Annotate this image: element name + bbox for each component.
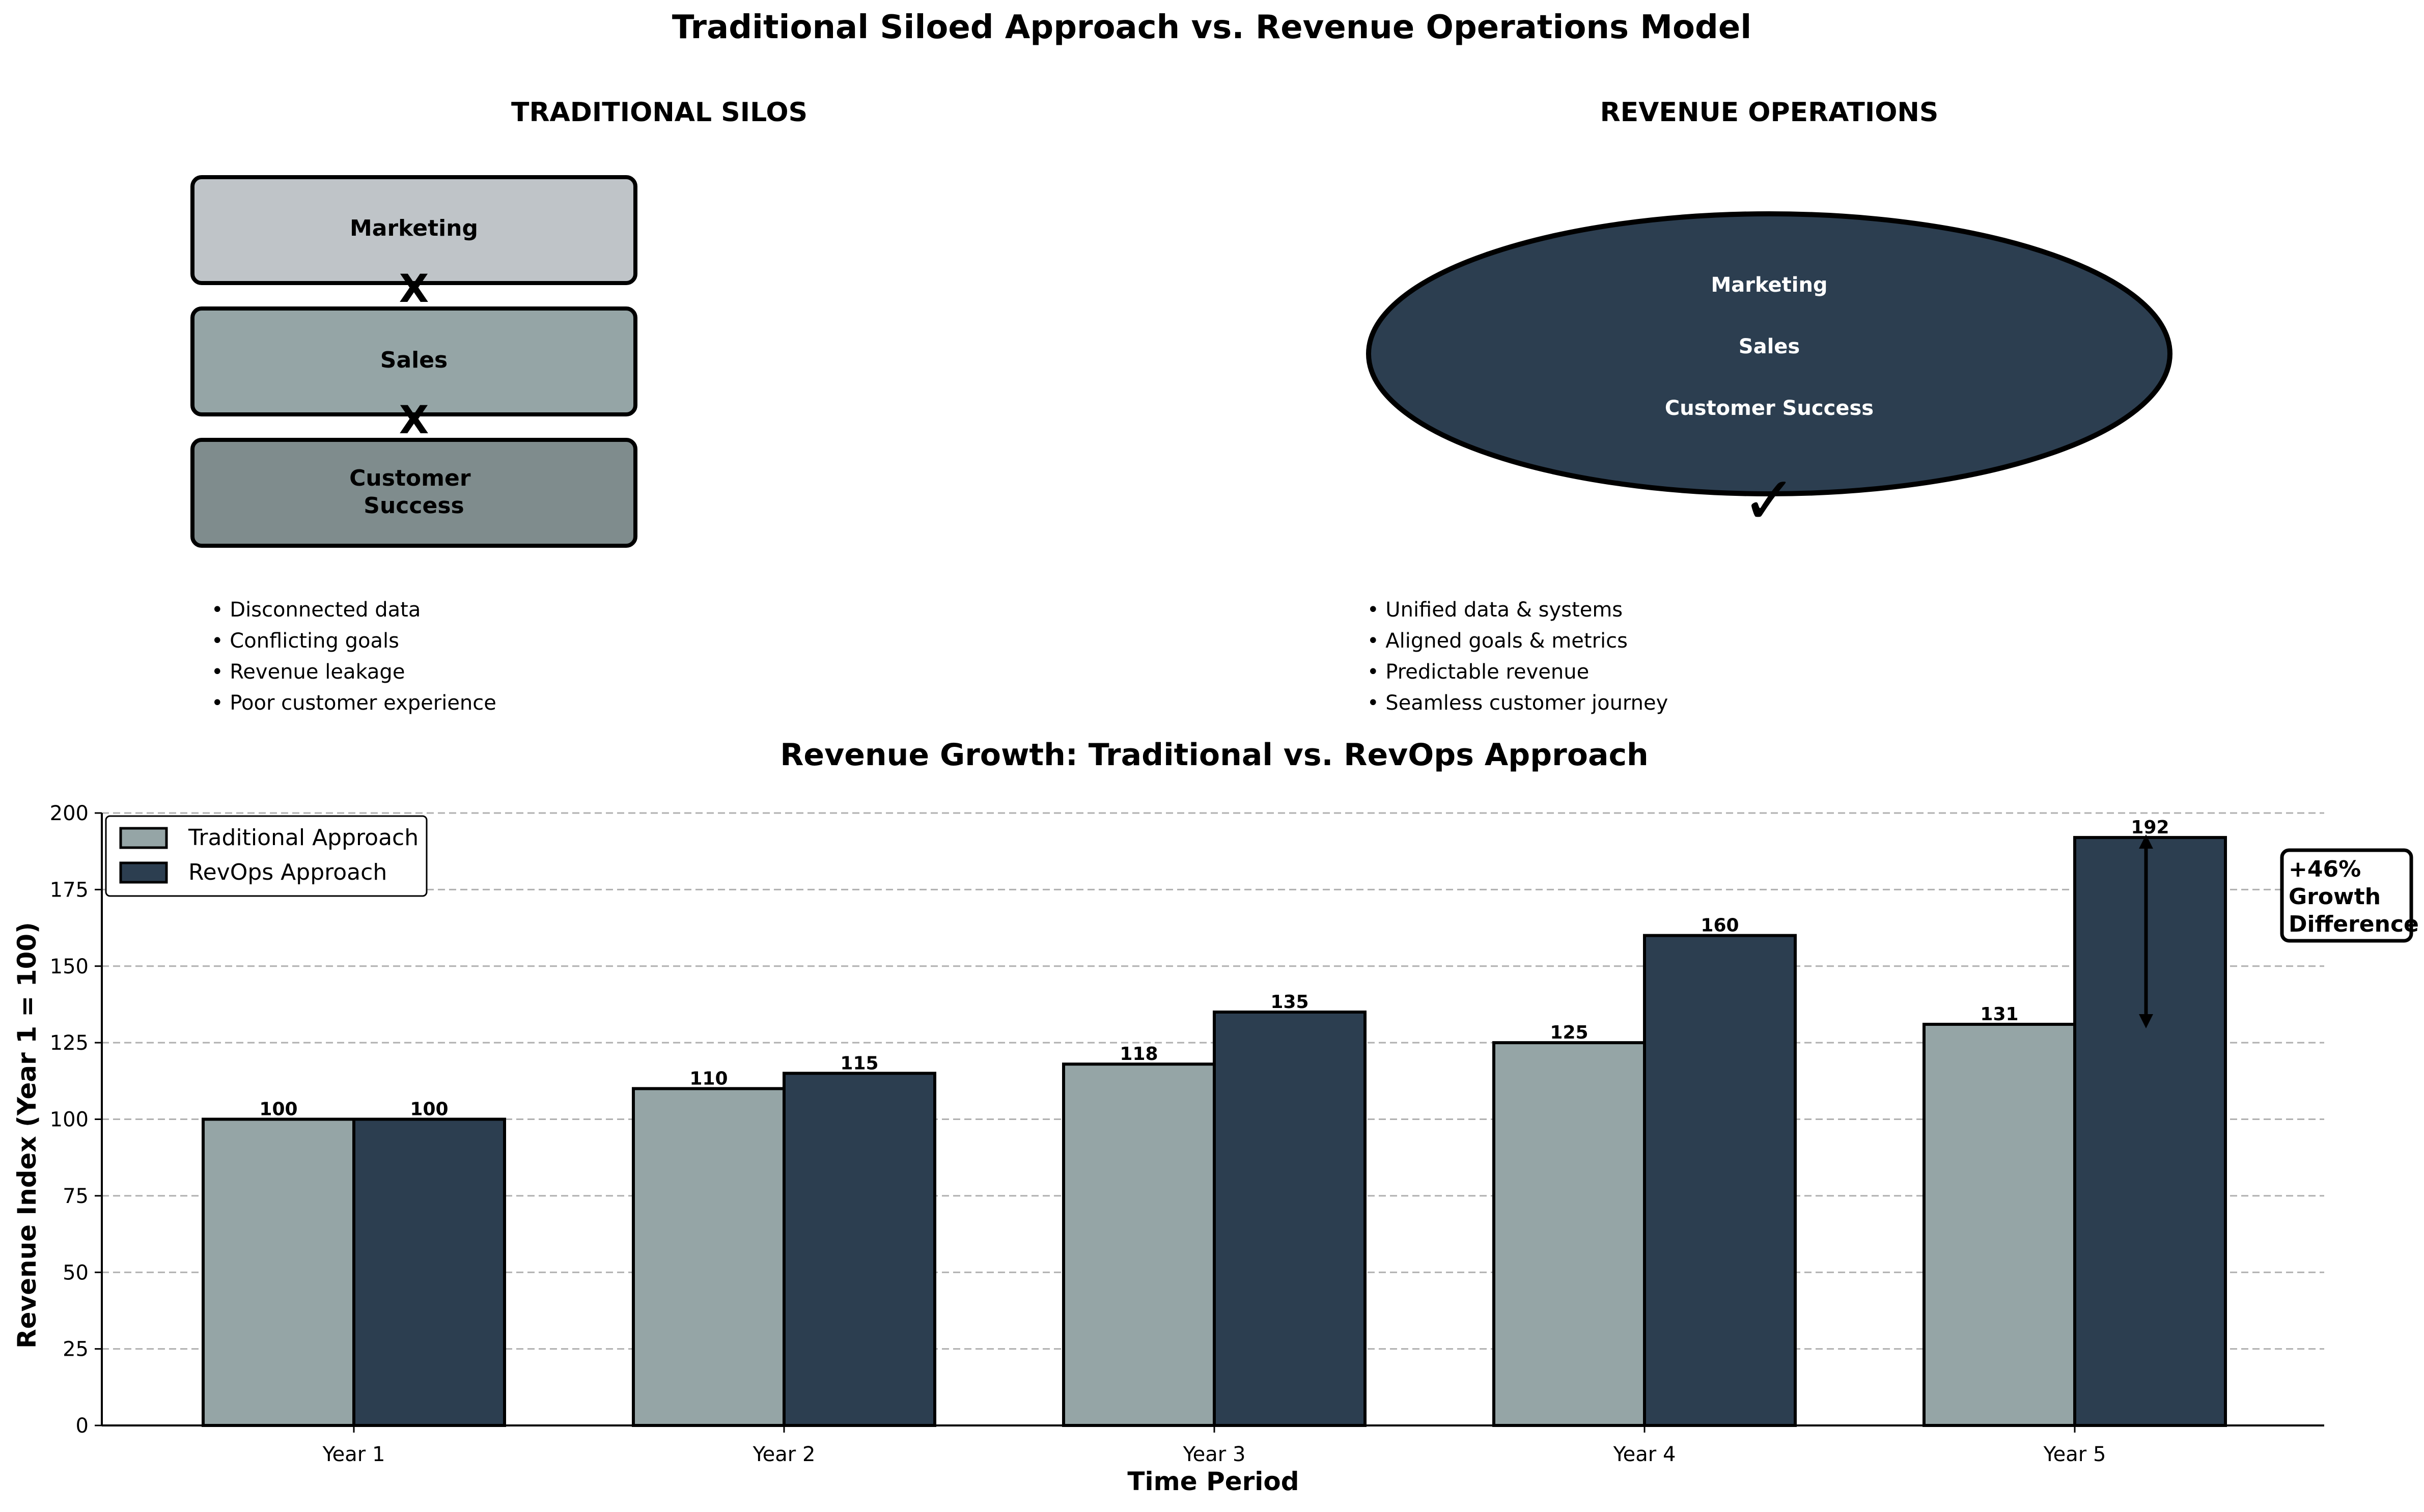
x-tick-label: Year 4 bbox=[1613, 1443, 1676, 1466]
revops-panel: REVENUE OPERATIONS Marketing Sales Custo… bbox=[1366, 97, 2172, 715]
revenue-chart: Revenue Growth: Traditional vs. RevOps A… bbox=[12, 737, 2419, 1496]
revops-heading: REVENUE OPERATIONS bbox=[1600, 97, 1939, 128]
y-tick-label: 175 bbox=[50, 878, 89, 902]
revops-oval-item-sales: Sales bbox=[1739, 335, 1800, 358]
disconnect-x-icon: X bbox=[399, 397, 429, 442]
bar-layer bbox=[202, 836, 2227, 1427]
revops-bullet: • Aligned goals & metrics bbox=[1367, 629, 1628, 653]
revops-bullet: • Predictable revenue bbox=[1367, 660, 1589, 684]
x-tick-label: Year 5 bbox=[2043, 1443, 2106, 1466]
revops-oval-item-customer-success: Customer Success bbox=[1665, 397, 1874, 420]
bar-value-label: 118 bbox=[1120, 1044, 1158, 1065]
revops-oval-item-marketing: Marketing bbox=[1711, 273, 1827, 297]
bar-value-label: 110 bbox=[689, 1068, 728, 1089]
bar-value-label: 160 bbox=[1701, 915, 1739, 936]
y-tick-label: 125 bbox=[50, 1031, 89, 1055]
legend: Traditional Approach RevOps Approach bbox=[105, 815, 428, 897]
marketing-box bbox=[190, 175, 637, 285]
x-tick-label: Year 1 bbox=[322, 1443, 385, 1466]
marketing-box-label: Marketing bbox=[350, 215, 478, 241]
bar-value-label: 125 bbox=[1550, 1022, 1588, 1043]
bar-revops bbox=[2073, 836, 2227, 1427]
bar-traditional bbox=[1062, 1062, 1216, 1427]
revops-bullet: • Seamless customer journey bbox=[1367, 691, 1668, 715]
checkmark-icon: ✓ bbox=[1742, 462, 1797, 539]
figure-title: Traditional Siloed Approach vs. Revenue … bbox=[672, 9, 1751, 46]
legend-label-traditional: Traditional Approach bbox=[188, 825, 419, 851]
traditional-panel: TRADITIONAL SILOS Marketing Sales Custom… bbox=[190, 97, 807, 715]
growth-difference-box bbox=[2280, 848, 2413, 943]
bar-value-label: 115 bbox=[840, 1053, 878, 1074]
bar-revops bbox=[1643, 934, 1797, 1427]
bar-value-label: 192 bbox=[2131, 817, 2169, 838]
y-tick-label: 50 bbox=[63, 1261, 89, 1284]
legend-label-revops: RevOps Approach bbox=[188, 859, 387, 885]
bar-value-label: 131 bbox=[1980, 1004, 2018, 1025]
y-tick-label: 25 bbox=[63, 1338, 89, 1361]
bar-value-label: 100 bbox=[259, 1099, 297, 1120]
traditional-bullet: • Revenue leakage bbox=[211, 660, 405, 684]
x-tick-label: Year 3 bbox=[1183, 1443, 1246, 1466]
bar-revops bbox=[783, 1072, 936, 1427]
y-tick-label: 75 bbox=[63, 1185, 89, 1208]
bar-revops bbox=[352, 1117, 506, 1427]
disconnect-x-icon: X bbox=[399, 266, 429, 311]
revops-bullet: • Unified data & systems bbox=[1367, 598, 1623, 622]
y-axis-label: Revenue Index (Year 1 = 100) bbox=[12, 922, 42, 1349]
customer-success-box-label: Customer Success bbox=[349, 465, 479, 519]
revops-oval bbox=[1366, 211, 2172, 496]
sales-box bbox=[190, 306, 637, 416]
y-tick-label: 0 bbox=[76, 1414, 89, 1438]
y-tick-label: 200 bbox=[50, 802, 89, 825]
y-tick-label: 100 bbox=[50, 1108, 89, 1132]
axis-layer: 0 25 50 75 100 125 150 175 200 Year 1 Year 2 Year 3… bbox=[50, 802, 2324, 1466]
bar-traditional bbox=[1923, 1023, 2076, 1427]
bar-value-label: 135 bbox=[1270, 992, 1308, 1013]
bar-traditional bbox=[632, 1087, 786, 1427]
growth-difference-label: +46% Growth Difference bbox=[2289, 856, 2419, 937]
sales-box-label: Sales bbox=[380, 347, 448, 373]
legend-swatch-revops bbox=[119, 861, 168, 884]
bar-traditional bbox=[202, 1117, 355, 1427]
traditional-heading: TRADITIONAL SILOS bbox=[511, 97, 807, 128]
y-tick-label: 150 bbox=[50, 955, 89, 978]
legend-frame bbox=[105, 815, 428, 897]
bar-revops bbox=[1213, 1010, 1367, 1427]
x-tick-label: Year 2 bbox=[753, 1443, 816, 1466]
bar-value-label: 100 bbox=[410, 1099, 448, 1120]
growth-annotation: +46% Growth Difference bbox=[2139, 834, 2419, 1029]
label-layer: 100 110 118 125 131 100 115 135 160 192 bbox=[259, 817, 2169, 1119]
legend-swatch-traditional bbox=[119, 827, 168, 849]
bar-traditional bbox=[1492, 1041, 1646, 1427]
chart-title: Revenue Growth: Traditional vs. RevOps A… bbox=[780, 737, 1649, 773]
x-axis-label: Time Period bbox=[1127, 1467, 1299, 1496]
traditional-bullet: • Poor customer experience bbox=[211, 691, 496, 715]
customer-success-box bbox=[190, 438, 637, 548]
traditional-bullet: • Disconnected data bbox=[211, 598, 421, 622]
traditional-bullet: • Conflicting goals bbox=[211, 629, 399, 653]
